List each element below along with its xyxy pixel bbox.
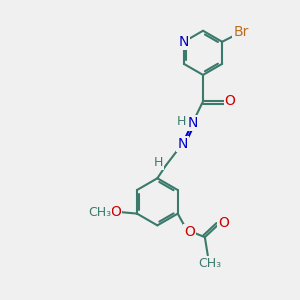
Text: N: N <box>188 116 198 130</box>
Text: O: O <box>225 94 236 108</box>
Text: O: O <box>184 225 195 239</box>
Text: H: H <box>177 115 186 128</box>
Text: O: O <box>219 216 230 230</box>
Text: N: N <box>179 35 189 49</box>
Text: H: H <box>153 156 163 169</box>
Text: O: O <box>110 205 121 219</box>
Text: CH₃: CH₃ <box>199 257 222 270</box>
Text: CH₃: CH₃ <box>88 206 111 219</box>
Text: N: N <box>177 137 188 151</box>
Text: Br: Br <box>234 25 249 39</box>
